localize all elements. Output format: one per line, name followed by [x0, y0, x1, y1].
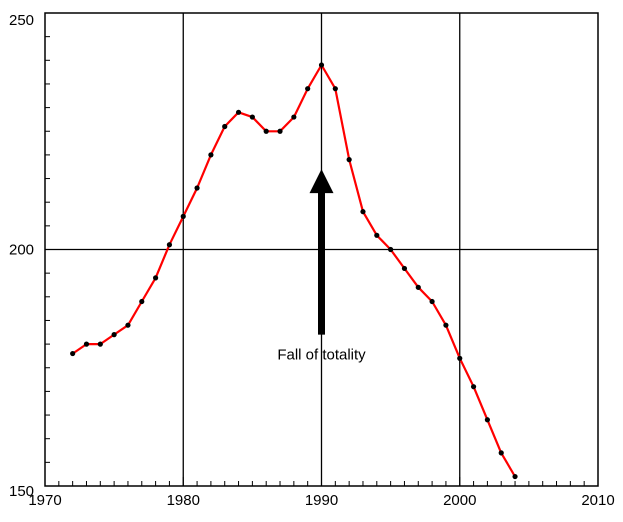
data-point — [97, 341, 103, 347]
tick-labels: 1970 1980 1990 2000 2010 150 200 250 — [9, 12, 615, 509]
data-point — [388, 246, 394, 253]
data-point — [125, 322, 131, 328]
data-point — [360, 209, 366, 215]
annotation-label: Fall of totality — [277, 347, 366, 364]
x-tick-label: 2010 — [581, 492, 614, 509]
data-point — [277, 128, 283, 134]
data-point — [498, 450, 504, 456]
x-tick-label: 1980 — [167, 492, 200, 509]
data-point — [305, 86, 311, 92]
data-point — [484, 417, 490, 423]
data-point — [222, 123, 228, 130]
data-point — [443, 322, 449, 328]
annotation-arrow-head — [309, 169, 334, 194]
data-point — [512, 473, 518, 480]
data-point — [249, 114, 255, 120]
data-point — [346, 157, 352, 163]
data-point — [291, 114, 297, 120]
data-point — [470, 384, 477, 390]
annotation-arrow-shaft — [318, 191, 325, 335]
series-markers — [70, 62, 518, 480]
data-point — [415, 284, 421, 290]
data-point — [70, 350, 76, 357]
data-point — [153, 275, 159, 281]
x-tick-label: 1970 — [28, 492, 61, 509]
axis-ticks — [45, 36, 585, 486]
data-point — [263, 128, 269, 134]
data-point — [332, 86, 338, 92]
data-point — [180, 213, 186, 219]
x-tick-label: 2000 — [443, 492, 476, 509]
y-tick-label: 150 — [9, 483, 34, 500]
x-tick-label: 1990 — [305, 492, 338, 509]
data-point — [83, 341, 90, 347]
data-point — [139, 298, 145, 305]
y-tick-label: 200 — [9, 242, 34, 259]
data-point — [374, 232, 380, 238]
data-point — [429, 298, 435, 305]
data-point — [194, 185, 200, 191]
data-point — [111, 332, 117, 338]
annotation-group: Fall of totality — [277, 169, 366, 364]
data-point — [457, 355, 463, 361]
data-point — [166, 242, 173, 248]
data-point — [235, 109, 242, 115]
y-tick-label: 250 — [9, 12, 34, 29]
data-point — [401, 265, 408, 272]
data-point — [208, 152, 214, 158]
data-point — [318, 62, 325, 68]
